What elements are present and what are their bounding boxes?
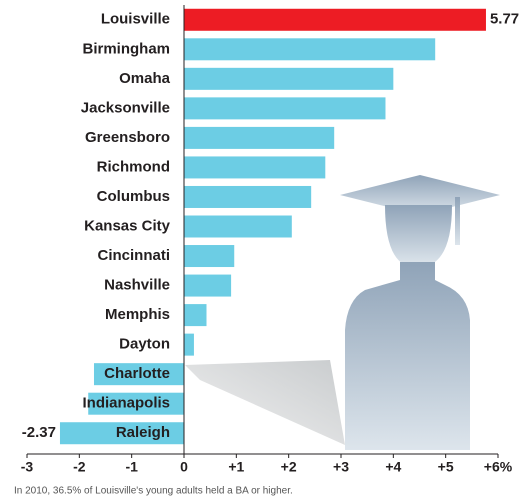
category-label: Cincinnati bbox=[97, 247, 170, 264]
category-label: Jacksonville bbox=[81, 99, 170, 116]
x-tick-label: +5 bbox=[438, 459, 454, 475]
bar bbox=[184, 97, 386, 120]
category-label: Dayton bbox=[119, 336, 170, 353]
category-label: Birmingham bbox=[82, 40, 170, 57]
bar bbox=[184, 274, 232, 297]
category-label: Kansas City bbox=[84, 217, 171, 234]
x-tick-label: +6% bbox=[484, 459, 513, 475]
value-label: 5.77 bbox=[490, 11, 519, 28]
bar bbox=[184, 185, 312, 208]
category-label: Richmond bbox=[97, 158, 170, 175]
category-label: Greensboro bbox=[85, 129, 170, 146]
x-tick-label: -3 bbox=[21, 459, 34, 475]
footnote: In 2010, 36.5% of Louisville's young adu… bbox=[14, 486, 293, 497]
graduate-illustration bbox=[185, 175, 500, 450]
category-label: Memphis bbox=[105, 306, 170, 323]
bar bbox=[59, 422, 184, 445]
bar bbox=[93, 363, 184, 386]
category-label: Omaha bbox=[119, 70, 171, 87]
bar bbox=[184, 304, 207, 327]
value-label: -2.37 bbox=[22, 424, 56, 441]
bar bbox=[184, 126, 335, 149]
x-tick-label: +1 bbox=[228, 459, 244, 475]
x-tick-label: +3 bbox=[333, 459, 349, 475]
x-tick-label: -2 bbox=[73, 459, 86, 475]
bar bbox=[88, 392, 184, 415]
bar bbox=[184, 245, 235, 268]
category-label: Columbus bbox=[97, 188, 170, 205]
bar bbox=[184, 8, 486, 31]
category-label: Raleigh bbox=[116, 424, 170, 441]
category-label: Louisville bbox=[101, 11, 170, 28]
category-label: Nashville bbox=[104, 277, 170, 294]
x-tick-label: +2 bbox=[281, 459, 297, 475]
category-label: Charlotte bbox=[104, 365, 170, 382]
bar bbox=[184, 67, 394, 90]
bar bbox=[184, 215, 292, 238]
bar bbox=[184, 156, 326, 179]
x-tick-label: 0 bbox=[180, 459, 188, 475]
x-tick-label: -1 bbox=[125, 459, 138, 475]
bar bbox=[184, 38, 436, 61]
category-label: Indianapolis bbox=[82, 395, 170, 412]
x-tick-label: +4 bbox=[385, 459, 401, 475]
bar bbox=[184, 333, 194, 356]
